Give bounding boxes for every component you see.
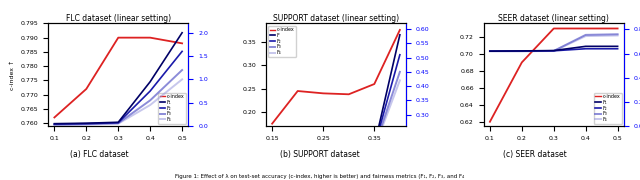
Legend: c-index, F₁, F₂, F₃, F₄: c-index, F₁, F₂, F₃, F₄ (594, 93, 621, 123)
Legend: c-index, F, F₂, F₃, F₄: c-index, F, F₂, F₃, F₄ (268, 26, 296, 57)
Text: Figure 1: Effect of λ on test-set accuracy (c-index, higher is better) and fairn: Figure 1: Effect of λ on test-set accura… (175, 174, 465, 179)
Title: SEER dataset (linear setting): SEER dataset (linear setting) (499, 14, 609, 23)
Y-axis label: c-index ↑: c-index ↑ (10, 60, 15, 90)
Legend: c-index, F₁, F₂, F₃, F₄: c-index, F₁, F₂, F₃, F₄ (158, 93, 186, 123)
Text: (c) SEER dataset: (c) SEER dataset (502, 150, 566, 159)
Title: FLC dataset (linear setting): FLC dataset (linear setting) (66, 14, 171, 23)
Text: (b) SUPPORT dataset: (b) SUPPORT dataset (280, 150, 360, 159)
Title: SUPPORT dataset (linear setting): SUPPORT dataset (linear setting) (273, 14, 399, 23)
Text: (a) FLC dataset: (a) FLC dataset (70, 150, 129, 159)
